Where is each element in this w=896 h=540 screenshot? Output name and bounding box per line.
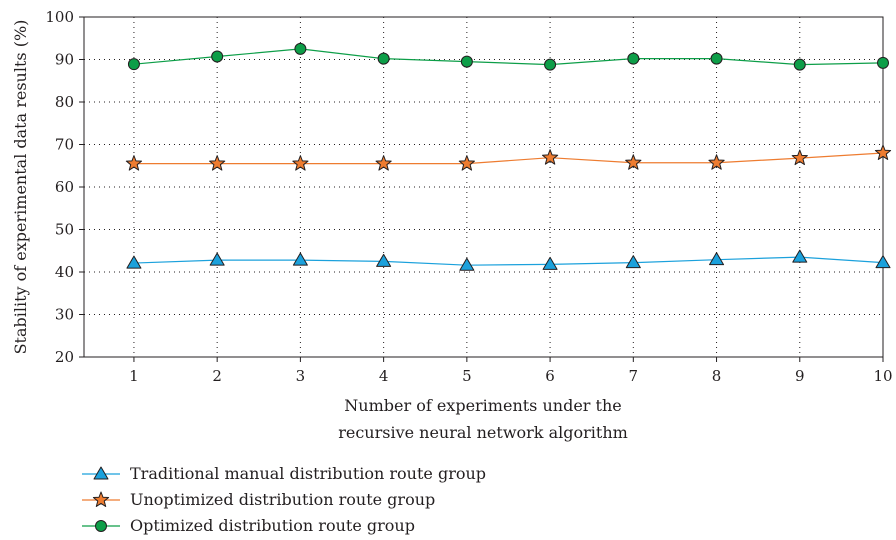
x-tick-label: 9 bbox=[795, 367, 805, 385]
legend-item-1: Traditional manual distribution route gr… bbox=[82, 464, 486, 483]
triangle-marker bbox=[459, 257, 475, 271]
triangle-marker bbox=[209, 252, 225, 266]
star-marker bbox=[541, 149, 559, 165]
star-marker bbox=[375, 155, 392, 171]
y-tick-label: 100 bbox=[45, 8, 74, 26]
triangle-marker bbox=[625, 255, 641, 269]
star-marker bbox=[791, 149, 808, 166]
triangle-marker bbox=[875, 255, 891, 269]
axis-ticks: 20 30 40 50 60 70 80 90 100 1 2 3 4 5 6 7 8 9 10 bbox=[45, 8, 892, 385]
star-marker bbox=[209, 155, 226, 171]
star-marker bbox=[874, 144, 892, 160]
x-tick-label: 4 bbox=[379, 367, 389, 385]
x-tick-label: 7 bbox=[629, 367, 639, 385]
plot-frame bbox=[83, 16, 884, 358]
x-axis-title-line-1: Number of experiments under the bbox=[344, 396, 621, 415]
legend-label: Traditional manual distribution route gr… bbox=[130, 464, 486, 483]
circle-marker bbox=[627, 52, 640, 65]
star-marker bbox=[458, 155, 475, 171]
legend-item-3: Optimized distribution route group bbox=[82, 516, 415, 535]
series-3 bbox=[127, 42, 889, 71]
circle-marker bbox=[294, 42, 307, 55]
triangle-marker bbox=[792, 249, 808, 263]
x-tick-label: 10 bbox=[873, 367, 892, 385]
star-marker bbox=[625, 154, 642, 170]
circle-marker bbox=[793, 58, 806, 71]
circle-marker bbox=[377, 52, 390, 65]
series-layer bbox=[125, 42, 892, 271]
grid-lines bbox=[84, 17, 883, 357]
circle-marker bbox=[877, 56, 889, 69]
circle-marker bbox=[460, 55, 473, 68]
x-tick-label: 1 bbox=[129, 367, 139, 385]
triangle-marker bbox=[93, 466, 109, 480]
legend-item-2: Unoptimized distribution route group bbox=[82, 490, 435, 509]
x-tick-label: 5 bbox=[462, 367, 472, 385]
triangle-marker bbox=[376, 253, 392, 267]
y-tick-label: 60 bbox=[55, 178, 74, 196]
x-tick-label: 3 bbox=[296, 367, 306, 385]
x-tick-label: 8 bbox=[712, 367, 722, 385]
triangle-marker bbox=[709, 252, 725, 266]
x-tick-label: 2 bbox=[212, 367, 222, 385]
y-tick-label: 30 bbox=[55, 306, 74, 324]
x-tick-label: 6 bbox=[545, 367, 555, 385]
y-tick-label: 50 bbox=[55, 221, 74, 239]
circle-marker bbox=[211, 50, 224, 63]
legend-label: Optimized distribution route group bbox=[130, 516, 415, 535]
star-marker bbox=[292, 155, 309, 171]
legend-label: Unoptimized distribution route group bbox=[130, 490, 435, 509]
triangle-marker bbox=[126, 255, 142, 269]
triangle-marker bbox=[542, 256, 558, 270]
circle-marker bbox=[95, 520, 107, 532]
y-tick-label: 70 bbox=[55, 136, 74, 154]
y-tick-label: 40 bbox=[55, 263, 74, 281]
y-tick-label: 20 bbox=[55, 348, 74, 366]
circle-marker bbox=[544, 58, 557, 71]
series-2 bbox=[125, 144, 892, 171]
y-tick-label: 90 bbox=[55, 51, 74, 69]
legend: Traditional manual distribution route gr… bbox=[82, 464, 486, 535]
series-line bbox=[133, 48, 884, 66]
circle-marker bbox=[710, 52, 723, 65]
star-marker bbox=[708, 154, 725, 170]
series-line bbox=[133, 152, 884, 165]
x-axis-title-line-2: recursive neural network algorithm bbox=[338, 423, 628, 442]
y-tick-label: 80 bbox=[55, 93, 74, 111]
series-line bbox=[133, 256, 884, 266]
star-marker bbox=[125, 155, 143, 171]
triangle-marker bbox=[292, 252, 308, 266]
series-1 bbox=[126, 249, 891, 271]
star-marker bbox=[92, 491, 110, 507]
y-axis-title: Stability of experimental data results (… bbox=[11, 20, 30, 355]
circle-marker bbox=[127, 58, 140, 71]
